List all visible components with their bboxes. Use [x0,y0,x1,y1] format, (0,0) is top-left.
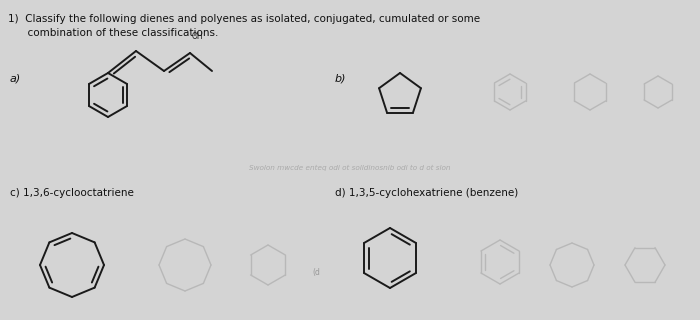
Text: c) 1,3,6-cyclooctatriene: c) 1,3,6-cyclooctatriene [10,188,134,198]
Text: b): b) [335,73,346,83]
Text: combination of these classifications.: combination of these classifications. [8,28,218,38]
Text: 1)  Classify the following dienes and polyenes as isolated, conjugated, cumulate: 1) Classify the following dienes and pol… [8,14,480,24]
Text: (d: (d [312,268,320,276]
Text: OH: OH [192,32,204,41]
Text: a): a) [10,73,21,83]
Text: d) 1,3,5-cyclohexatriene (benzene): d) 1,3,5-cyclohexatriene (benzene) [335,188,518,198]
Text: Swolon mwcde enteq odi ot solldinosnib odi to d ot slon: Swolon mwcde enteq odi ot solldinosnib o… [249,165,451,171]
